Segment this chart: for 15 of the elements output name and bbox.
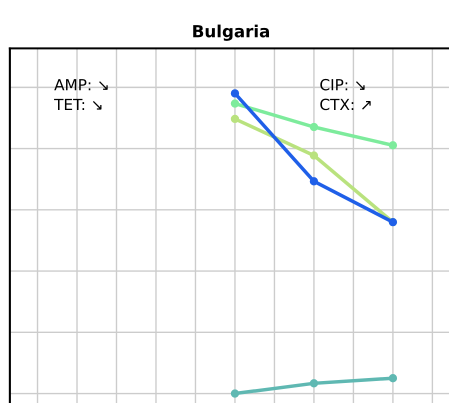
point [310,122,318,132]
point [388,374,398,382]
text: TET: ↘ [54,98,102,110]
point [310,177,318,186]
point [230,389,240,398]
point [230,99,240,108]
point [310,151,318,160]
point [388,141,398,150]
point [230,89,240,98]
point [310,379,318,388]
point [230,114,240,124]
chart-title: Bulgaria [193,24,270,41]
text: CIP: ↘ [320,78,365,90]
text: AMP: ↘ [54,79,108,90]
annotation: CTX: ↗ [320,98,371,110]
